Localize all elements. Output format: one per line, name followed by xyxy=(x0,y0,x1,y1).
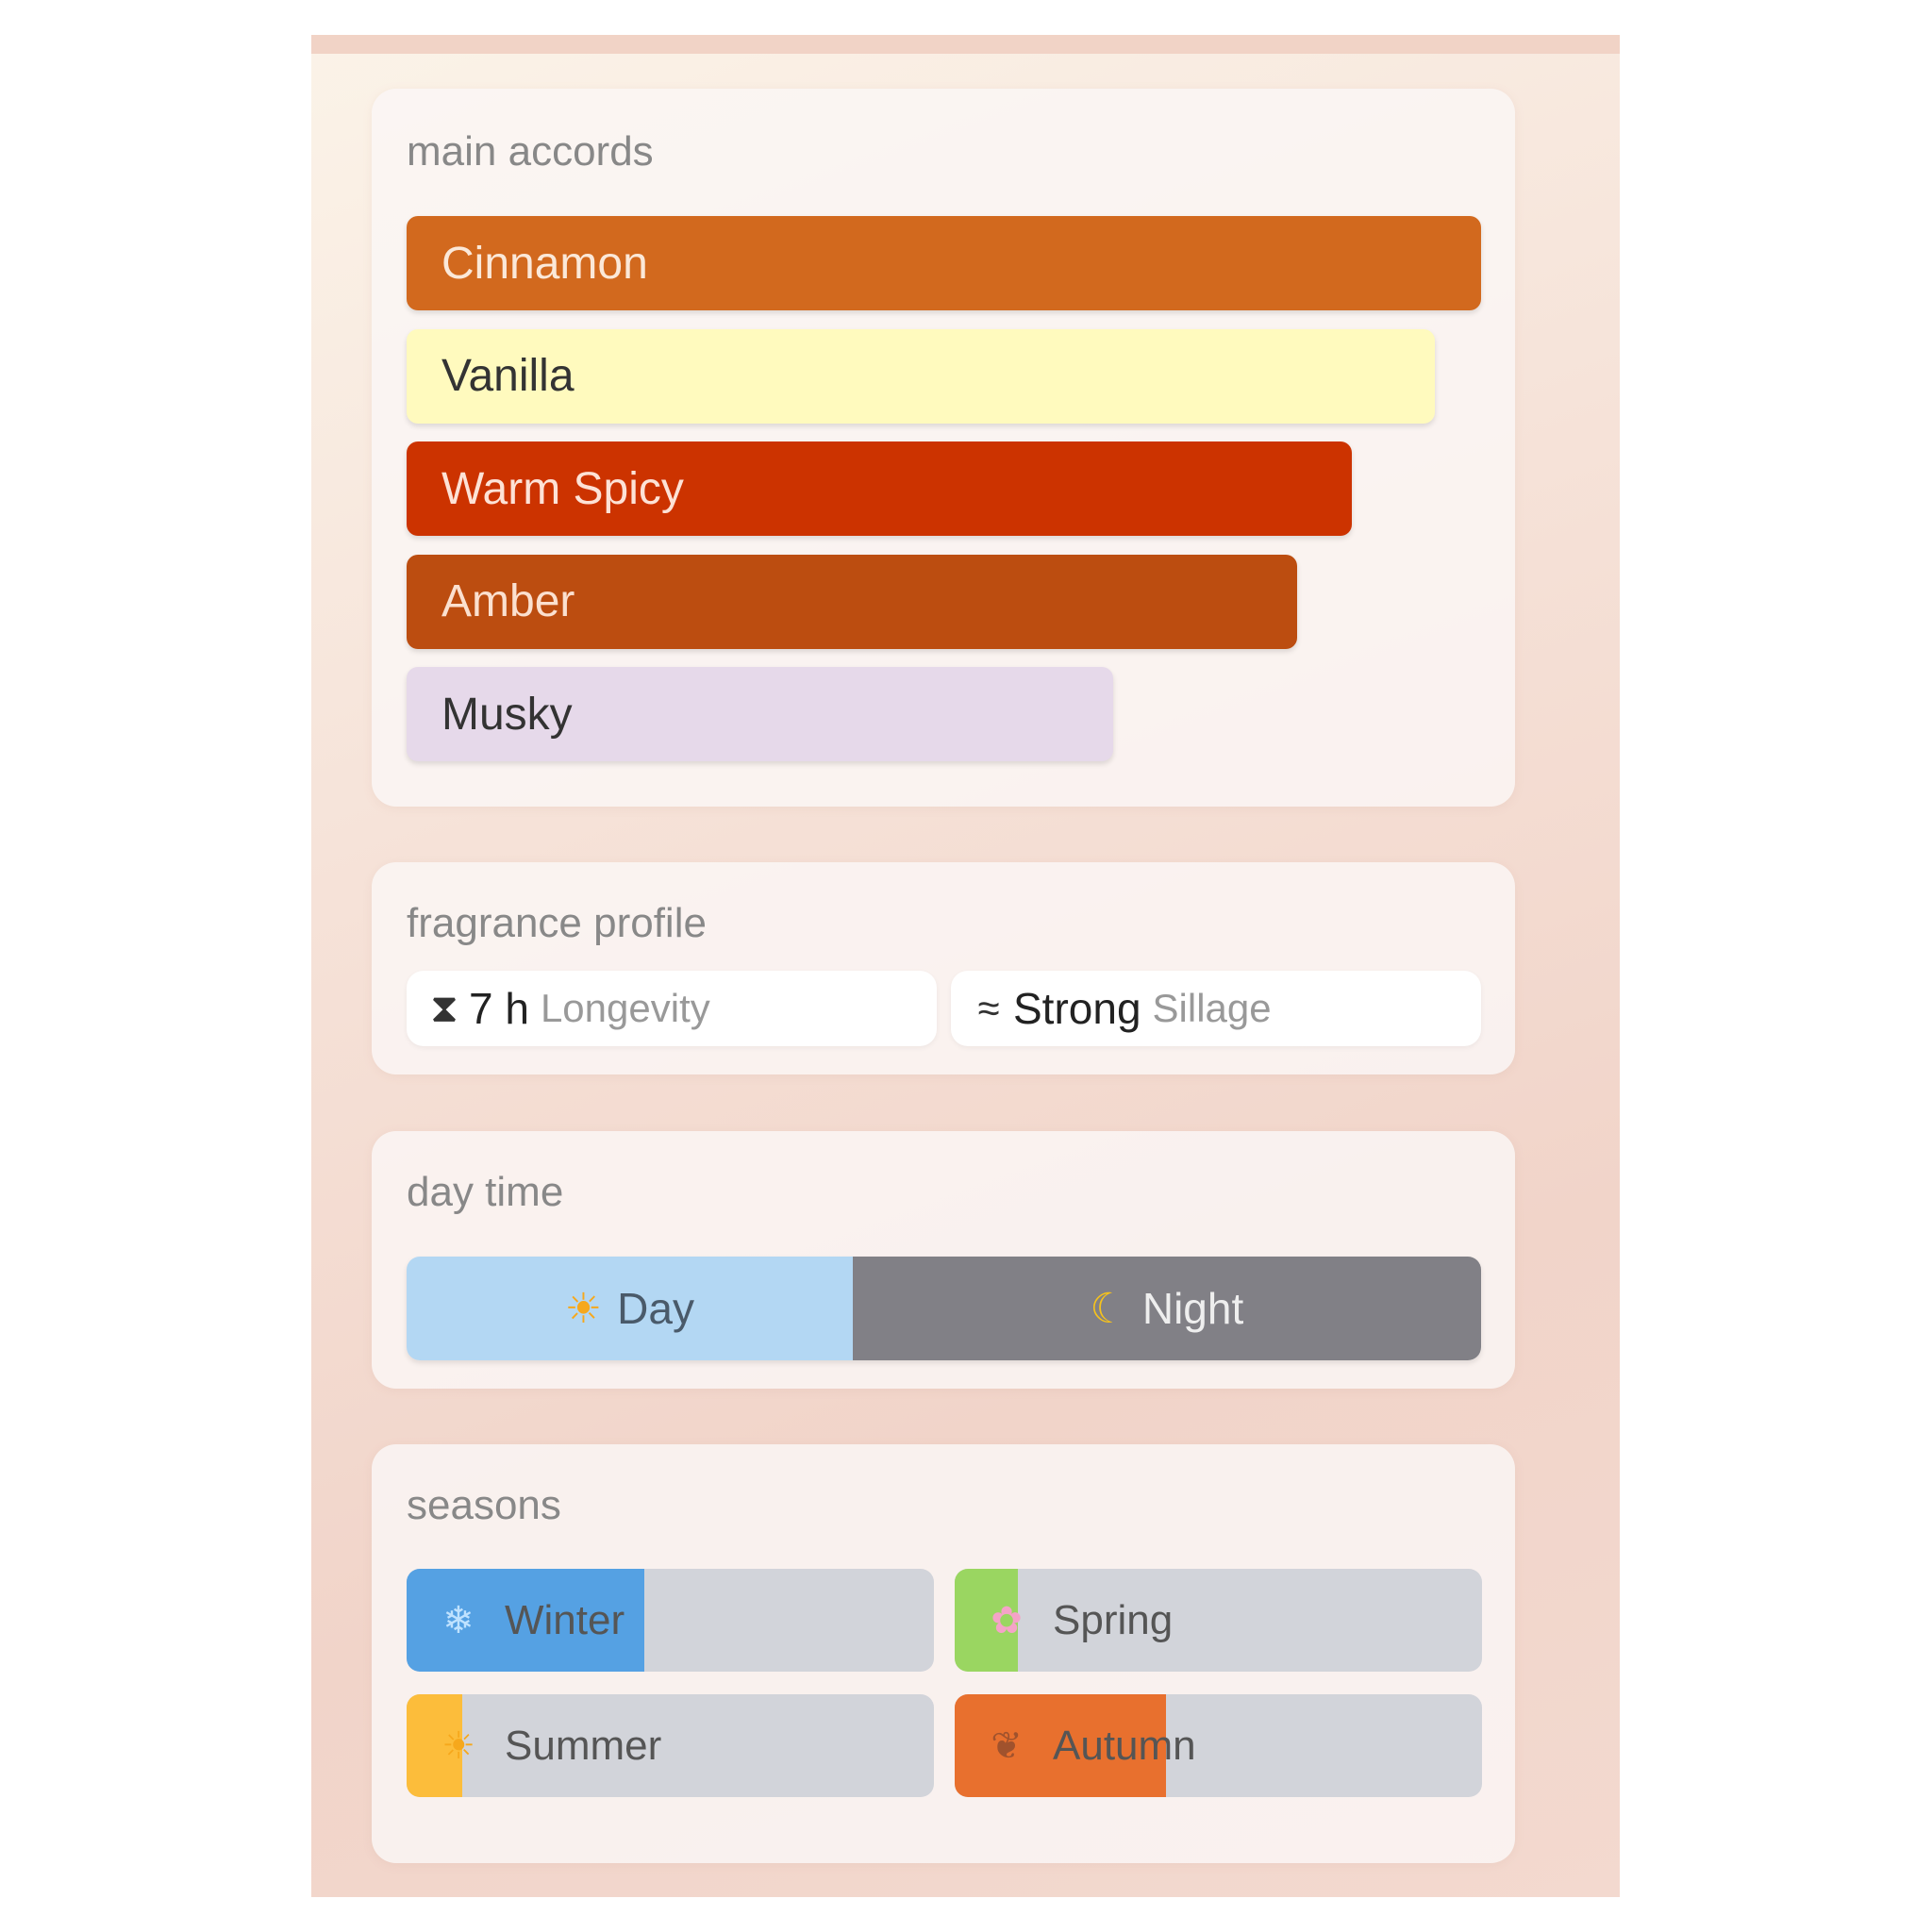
accord-label: Cinnamon xyxy=(441,238,648,289)
season-label: Summer xyxy=(505,1722,662,1769)
season-label: Autumn xyxy=(1053,1722,1196,1769)
accord-bar-warm-spicy: Warm Spicy xyxy=(407,441,1353,536)
main-accords-card: main accords Cinnamon Vanilla Warm Spicy Am… xyxy=(372,89,1515,807)
day-segment: ☀ Day xyxy=(407,1257,853,1360)
season-fill xyxy=(407,1569,644,1672)
day-label: Day xyxy=(617,1284,694,1333)
season-label: Winter xyxy=(505,1596,625,1643)
season-label-row: ✿ Spring xyxy=(983,1569,1173,1672)
accord-label: Vanilla xyxy=(441,351,575,401)
longevity-value: 7 h xyxy=(469,984,529,1033)
fragrance-profile-card: fragrance profile ⧗ 7 h Longevity ≈ Stro… xyxy=(372,862,1515,1074)
season-spring: ✿ Spring xyxy=(955,1569,1482,1672)
hourglass-icon: ⧗ xyxy=(430,985,458,1030)
season-summer: ☀ Summer xyxy=(407,1694,934,1797)
accord-bar-vanilla: Vanilla xyxy=(407,328,1436,424)
season-label-row: ❦ Autumn xyxy=(983,1694,1196,1797)
section-title: fragrance profile xyxy=(407,900,707,946)
snowflake-icon: ❄ xyxy=(442,1599,475,1641)
sillage-label: Sillage xyxy=(1152,986,1272,1030)
sillage-box: ≈ Strong Sillage xyxy=(951,971,1481,1046)
section-title: main accords xyxy=(407,128,654,175)
day-night-bar: ☀ Day ☾ Night xyxy=(407,1257,1481,1360)
blossom-icon: ✿ xyxy=(991,1599,1023,1641)
moon-icon: ☾ xyxy=(1090,1285,1127,1332)
accord-label: Warm Spicy xyxy=(441,463,684,514)
season-fill xyxy=(955,1569,1019,1672)
section-title: seasons xyxy=(407,1482,561,1528)
season-winter: ❄ Winter xyxy=(407,1569,934,1672)
sillage-value: Strong xyxy=(1013,984,1141,1033)
season-fill xyxy=(407,1694,462,1797)
accord-bar-musky: Musky xyxy=(407,667,1114,761)
season-autumn: ❦ Autumn xyxy=(955,1694,1482,1797)
longevity-box: ⧗ 7 h Longevity xyxy=(407,971,937,1046)
seasons-card: seasons ❄ Winter ✿ Spring ☀ Summer ❦ Autumn xyxy=(372,1444,1515,1863)
night-segment: ☾ Night xyxy=(852,1257,1481,1360)
section-title: day time xyxy=(407,1169,564,1215)
night-label: Night xyxy=(1141,1284,1244,1333)
longevity-label: Longevity xyxy=(540,986,710,1030)
season-label: Spring xyxy=(1053,1596,1174,1643)
accord-label: Amber xyxy=(441,576,575,626)
sun-icon: ☀ xyxy=(564,1285,603,1332)
accord-bar-amber: Amber xyxy=(407,554,1298,649)
accord-bar-cinnamon: Cinnamon xyxy=(407,216,1481,310)
accord-label: Musky xyxy=(441,689,573,740)
season-fill xyxy=(955,1694,1166,1797)
sun-icon: ☀ xyxy=(441,1724,475,1767)
day-time-card: day time ☀ Day ☾ Night xyxy=(372,1131,1515,1389)
waves-icon: ≈ xyxy=(977,986,1000,1030)
fragrance-panel: main accords Cinnamon Vanilla Warm Spicy Am… xyxy=(311,35,1620,1897)
season-label-row: ☀ Summer xyxy=(435,1694,661,1797)
season-label-row: ❄ Winter xyxy=(435,1569,625,1672)
leaves-icon: ❦ xyxy=(991,1724,1023,1767)
